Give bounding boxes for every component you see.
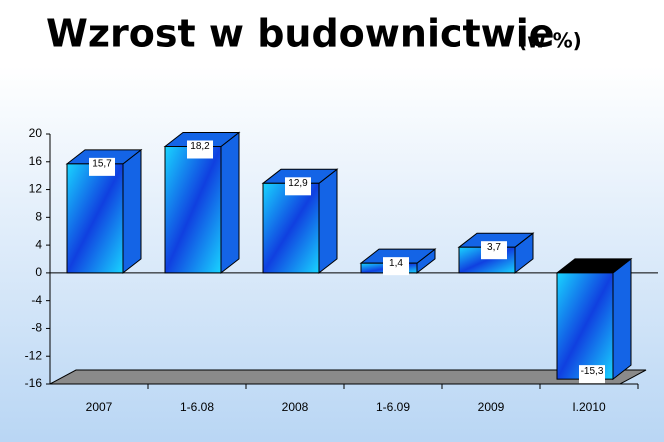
value-label: -15,3 <box>581 366 604 377</box>
value-label-box <box>481 241 507 260</box>
value-label: 1,4 <box>389 258 403 269</box>
x-tick-label: 1-6.09 <box>376 400 410 414</box>
y-tick-label: 8 <box>35 210 42 224</box>
x-tick-label: 2007 <box>86 400 113 414</box>
bar <box>66 163 124 274</box>
y-tick-label: 16 <box>29 154 43 168</box>
x-tick-label: 2008 <box>282 400 309 414</box>
y-tick-label: 12 <box>29 182 43 196</box>
value-label: 18,2 <box>190 141 210 152</box>
value-label-box <box>89 157 115 176</box>
bar <box>556 272 614 380</box>
chart-subtitle: (w %) <box>518 29 582 53</box>
bar-side <box>612 257 632 381</box>
y-tick-label: -16 <box>25 376 43 390</box>
x-tick-label: 2009 <box>478 400 505 414</box>
y-tick-label: 4 <box>35 237 42 251</box>
y-tick-label: -12 <box>25 348 43 362</box>
x-tick-label: I.2010 <box>572 400 606 414</box>
value-label-box <box>579 365 605 384</box>
bar-side <box>122 148 142 274</box>
bar <box>262 182 320 274</box>
y-tick-label: -4 <box>31 293 42 307</box>
bar-side <box>220 131 240 274</box>
value-label: 15,7 <box>92 159 112 170</box>
value-label: 12,9 <box>288 178 308 189</box>
chart-title: Wzrost w budownictwie <box>46 12 555 56</box>
y-tick-label: 20 <box>29 126 43 140</box>
value-label-box <box>285 177 311 196</box>
bar-side <box>318 168 338 274</box>
y-tick-label: -8 <box>31 321 42 335</box>
value-label-box <box>187 140 213 159</box>
value-label-box <box>383 257 409 276</box>
bar <box>164 146 222 274</box>
value-label: 3,7 <box>487 242 501 253</box>
x-tick-label: 1-6.08 <box>180 400 214 414</box>
y-tick-label: 0 <box>35 265 42 279</box>
